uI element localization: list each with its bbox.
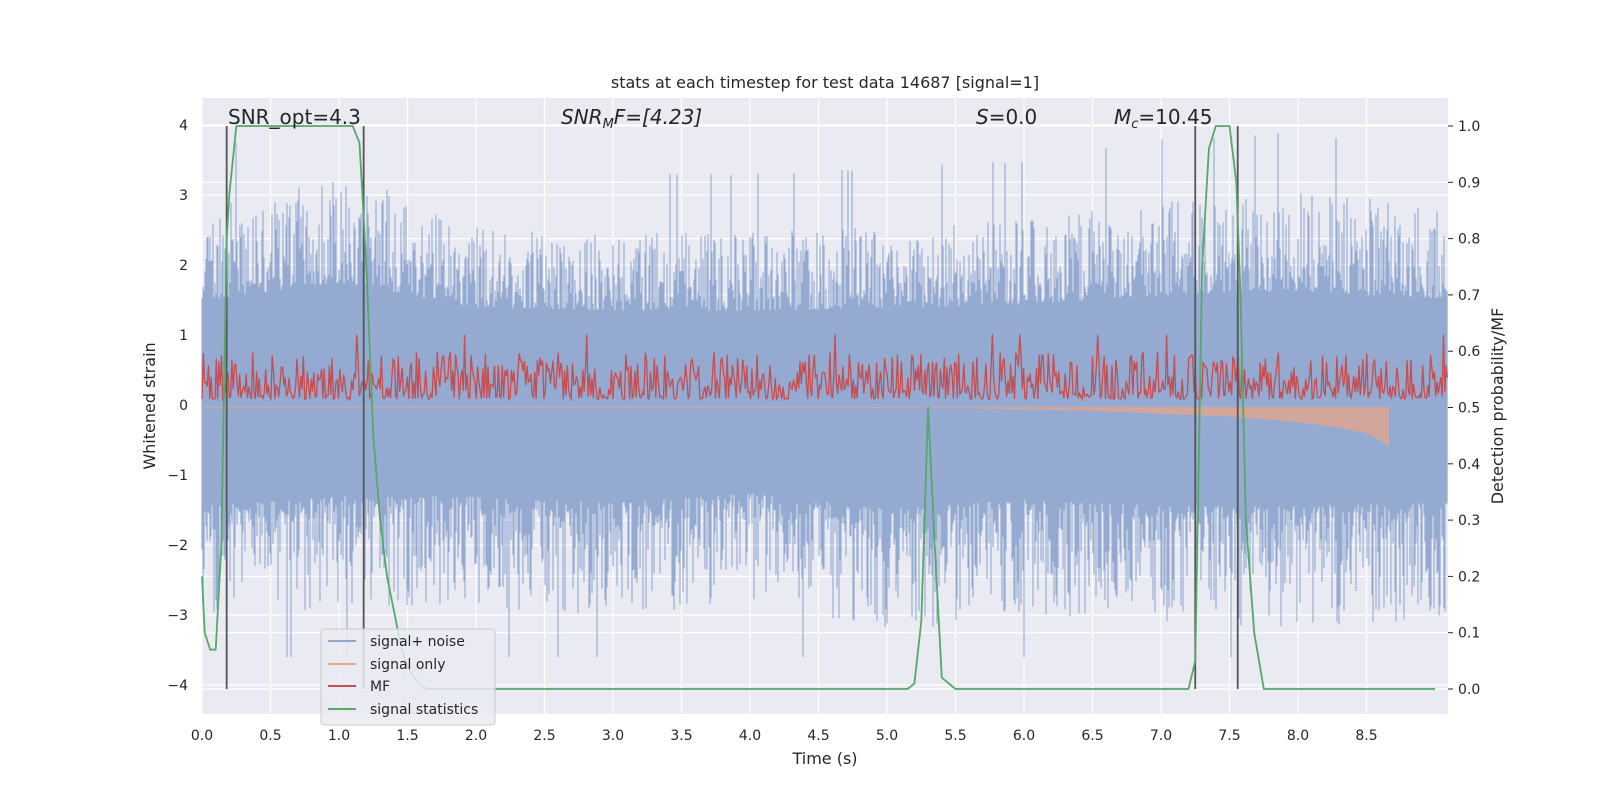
x-axis-ticks: 0.0 0.5 1.0 1.5 2.0 2.5 3.0 3.5 4.0 4.5 5.0 5.5 6.0 6… bbox=[191, 728, 1378, 744]
y-tick-label-right: 0.6 bbox=[1458, 344, 1480, 360]
y-tick-label-left: 4 bbox=[179, 118, 188, 134]
x-tick-label: 4.5 bbox=[807, 728, 829, 744]
x-tick-label: 7.0 bbox=[1150, 728, 1172, 744]
y-tick-label-left: −4 bbox=[167, 678, 188, 694]
annotation-s: S=0.0 bbox=[976, 105, 1037, 129]
annotation-snr-opt: SNR_opt=4.3 bbox=[228, 105, 361, 129]
y-tick-label-left: −1 bbox=[167, 468, 188, 484]
signal-only-series bbox=[202, 407, 1389, 448]
signal-only-line bbox=[202, 407, 1389, 448]
mf-line bbox=[201, 334, 1449, 402]
x-tick-label: 0.5 bbox=[259, 728, 281, 744]
y-tick-label-left: −2 bbox=[167, 538, 188, 554]
x-tick-label: 4.0 bbox=[739, 728, 761, 744]
y-tick-label-left: −3 bbox=[167, 608, 188, 624]
x-tick-label: 5.5 bbox=[944, 728, 966, 744]
y-axis-left-ticks: 4 3 2 1 0 −1 −2 −3 −4 bbox=[167, 118, 188, 694]
legend-label-mf: MF bbox=[370, 679, 390, 695]
y-axis-right-label: Detection probability/MF bbox=[1488, 308, 1507, 505]
x-tick-label: 1.0 bbox=[328, 728, 350, 744]
y-tick-label-right: 0.9 bbox=[1458, 175, 1480, 191]
x-tick-label: 8.5 bbox=[1355, 728, 1377, 744]
y-tick-label-left: 3 bbox=[179, 188, 188, 204]
legend-label-signal-noise: signal+ noise bbox=[370, 634, 465, 650]
legend-box bbox=[320, 628, 496, 726]
x-tick-label: 0.0 bbox=[191, 728, 213, 744]
y-tick-label-right: 1.0 bbox=[1458, 119, 1480, 135]
signal-noise-series bbox=[201, 133, 1448, 657]
x-tick-label: 7.5 bbox=[1218, 728, 1240, 744]
signal-noise-line bbox=[201, 133, 1448, 657]
y-tick-label-right: 0.3 bbox=[1458, 513, 1480, 529]
y-tick-label-left: 0 bbox=[179, 398, 188, 414]
y-axis-right-ticks: 1.0 0.9 0.8 0.7 0.6 0.5 0.4 0.3 0.2 0.1 0.0 bbox=[1448, 119, 1480, 698]
mf-series bbox=[201, 334, 1449, 402]
x-tick-label: 3.0 bbox=[602, 728, 624, 744]
y-tick-label-left: 2 bbox=[179, 258, 188, 274]
y-tick-label-right: 0.1 bbox=[1458, 626, 1480, 642]
x-axis-label: Time (s) bbox=[791, 749, 857, 768]
y-tick-label-right: 0.0 bbox=[1458, 682, 1480, 698]
y-tick-label-right: 0.2 bbox=[1458, 569, 1480, 585]
y-tick-label-right: 0.4 bbox=[1458, 457, 1480, 473]
y-tick-label-right: 0.5 bbox=[1458, 401, 1480, 417]
y-tick-label-right: 0.7 bbox=[1458, 288, 1480, 304]
annotation-mc: Mc=10.45 bbox=[1114, 105, 1212, 132]
y-tick-label-right: 0.8 bbox=[1458, 232, 1480, 248]
signal-statistics-series bbox=[201, 125, 1435, 690]
chart-title: stats at each timestep for test data 146… bbox=[611, 73, 1039, 92]
x-tick-label: 6.0 bbox=[1013, 728, 1035, 744]
legend-label-signal-statistics: signal statistics bbox=[370, 702, 478, 718]
x-tick-label: 6.5 bbox=[1081, 728, 1103, 744]
x-tick-label: 1.5 bbox=[396, 728, 418, 744]
x-tick-label: 2.5 bbox=[533, 728, 555, 744]
annotation-snr-mf: SNRMF=[4.23] bbox=[561, 105, 702, 132]
y-tick-label-left: 1 bbox=[179, 328, 188, 344]
x-tick-label: 5.0 bbox=[876, 728, 898, 744]
x-tick-label: 2.0 bbox=[465, 728, 487, 744]
legend: signal+ noise signal only MF signal stat… bbox=[320, 628, 496, 726]
x-tick-label: 3.5 bbox=[670, 728, 692, 744]
x-tick-label: 8.0 bbox=[1287, 728, 1309, 744]
legend-label-signal-only: signal only bbox=[370, 657, 445, 673]
signal-statistics-line bbox=[201, 125, 1435, 690]
y-axis-left-label: Whitened strain bbox=[140, 342, 159, 469]
